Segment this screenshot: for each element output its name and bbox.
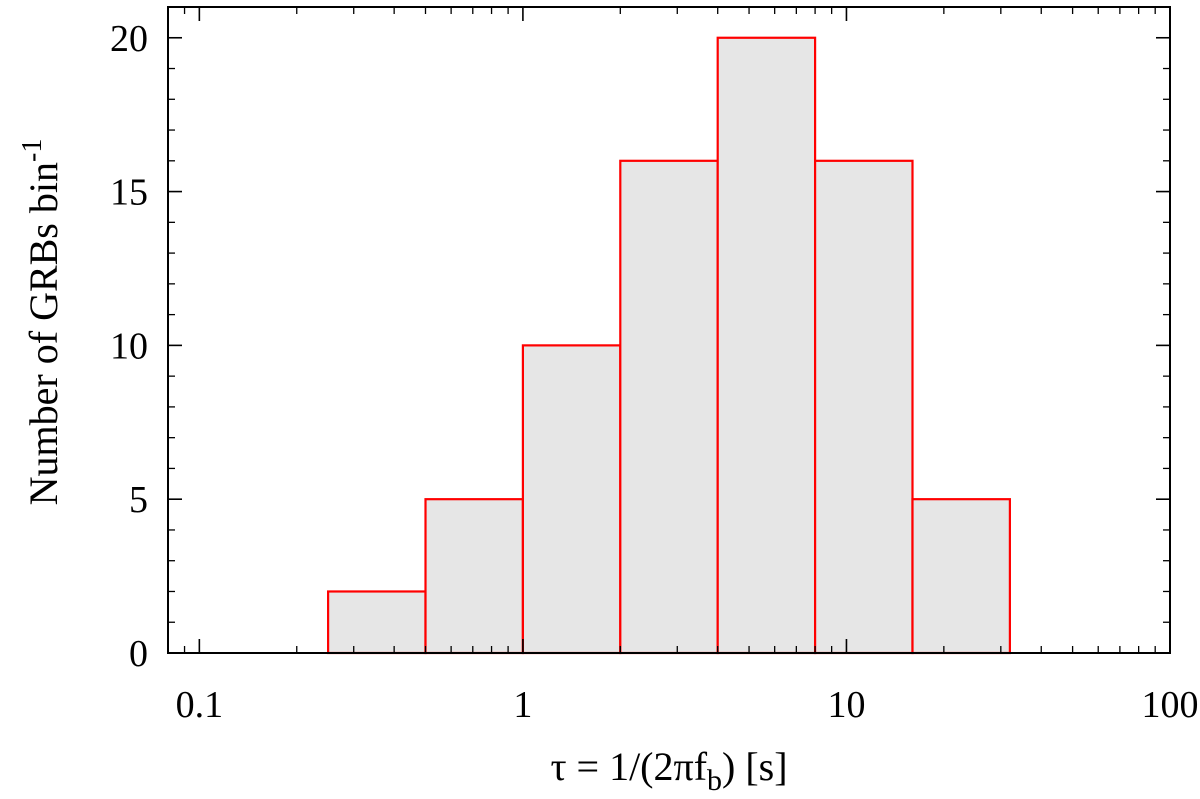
x-tick-label-4: 100 <box>1142 684 1199 726</box>
histogram-bar-7 <box>911 498 1011 655</box>
histogram-bar-5 <box>716 36 817 655</box>
y-tick-label-1: 0 <box>129 633 148 675</box>
y-tick-label-4: 15 <box>110 172 148 214</box>
x-tick-label-2: 1 <box>513 684 532 726</box>
histogram-bar-2 <box>424 498 525 655</box>
histogram-bar-6 <box>813 159 914 655</box>
x-tick-labels: 0.1 1 10 100 <box>176 684 1199 726</box>
y-tick-labels: 0 5 10 15 20 <box>110 18 148 675</box>
histogram-bars <box>327 36 1011 655</box>
plot-frame <box>167 6 1171 654</box>
x-axis-title-subscript: b <box>707 764 722 797</box>
y-axis-title: Number of GRBs bin-1 <box>17 139 66 506</box>
x-axis-title-main: τ = 1/(2πf <box>550 744 707 789</box>
x-axis-title: τ = 1/(2πfb) [s] <box>550 744 787 797</box>
y-axis-title-superscript: -1 <box>17 139 48 162</box>
histogram-bar-1 <box>327 590 427 655</box>
x-tick-label-1: 0.1 <box>176 684 224 726</box>
y-tick-label-2: 5 <box>129 479 148 521</box>
y-tick-label-3: 10 <box>110 325 148 367</box>
y-tick-label-5: 20 <box>110 18 148 60</box>
histogram-bar-4 <box>619 159 719 655</box>
x-axis-title-tail: ) [s] <box>722 744 788 789</box>
x-tick-label-3: 10 <box>827 684 865 726</box>
y-axis-title-main: Number of GRBs bin <box>21 162 66 505</box>
histogram-bar-3 <box>521 344 622 655</box>
